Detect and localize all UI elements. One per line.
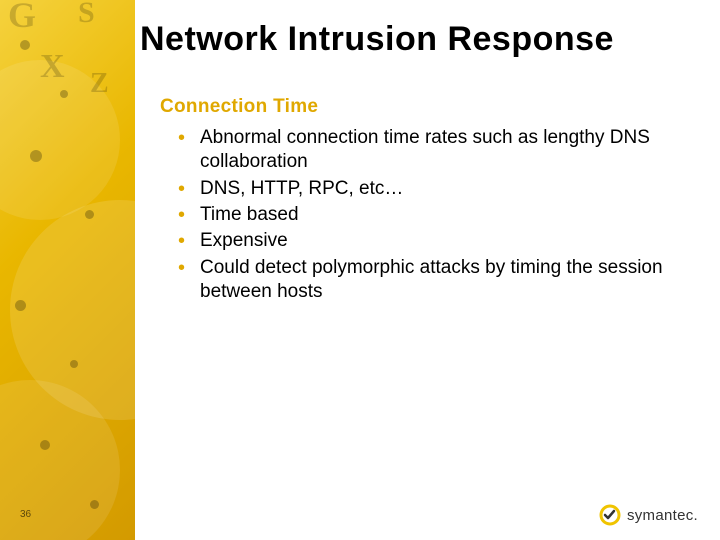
deco-dot — [15, 300, 26, 311]
deco-dot — [60, 90, 68, 98]
bullet-item: DNS, HTTP, RPC, etc… — [178, 177, 700, 201]
deco-dot — [85, 210, 94, 219]
slide-subtitle: Connection Time — [160, 96, 318, 118]
page-number: 36 — [20, 509, 31, 520]
bullet-item: Abnormal connection time rates such as l… — [178, 126, 700, 175]
deco-dot — [70, 360, 78, 368]
bullet-text: DNS, HTTP, RPC, etc… — [200, 178, 403, 199]
deco-dot — [30, 150, 42, 162]
deco-dot — [40, 440, 50, 450]
brand-name: symantec. — [627, 507, 698, 524]
decorative-side-panel: G SXZ — [0, 0, 135, 540]
bullet-item: Time based — [178, 203, 700, 227]
slide: G SXZ Network Intrusion Response Connecti… — [0, 0, 720, 540]
deco-letter: G — [8, 0, 36, 36]
brand-logo-icon — [599, 504, 621, 526]
deco-letter: Z — [90, 68, 109, 100]
deco-dot — [20, 40, 30, 50]
bullet-text: Expensive — [200, 230, 288, 251]
deco-letter: X — [40, 48, 65, 86]
deco-letter: S — [78, 0, 95, 30]
bullet-item: Could detect polymorphic attacks by timi… — [178, 256, 700, 305]
deco-dot — [90, 500, 99, 509]
bullet-list: Abnormal connection time rates such as l… — [178, 126, 700, 306]
brand-logo: symantec. — [599, 504, 698, 526]
bullet-text: Abnormal connection time rates such as l… — [200, 127, 650, 172]
bullet-text: Could detect polymorphic attacks by timi… — [200, 257, 663, 302]
bullet-text: Time based — [200, 204, 299, 225]
bullet-item: Expensive — [178, 229, 700, 253]
slide-title: Network Intrusion Response — [140, 20, 614, 59]
